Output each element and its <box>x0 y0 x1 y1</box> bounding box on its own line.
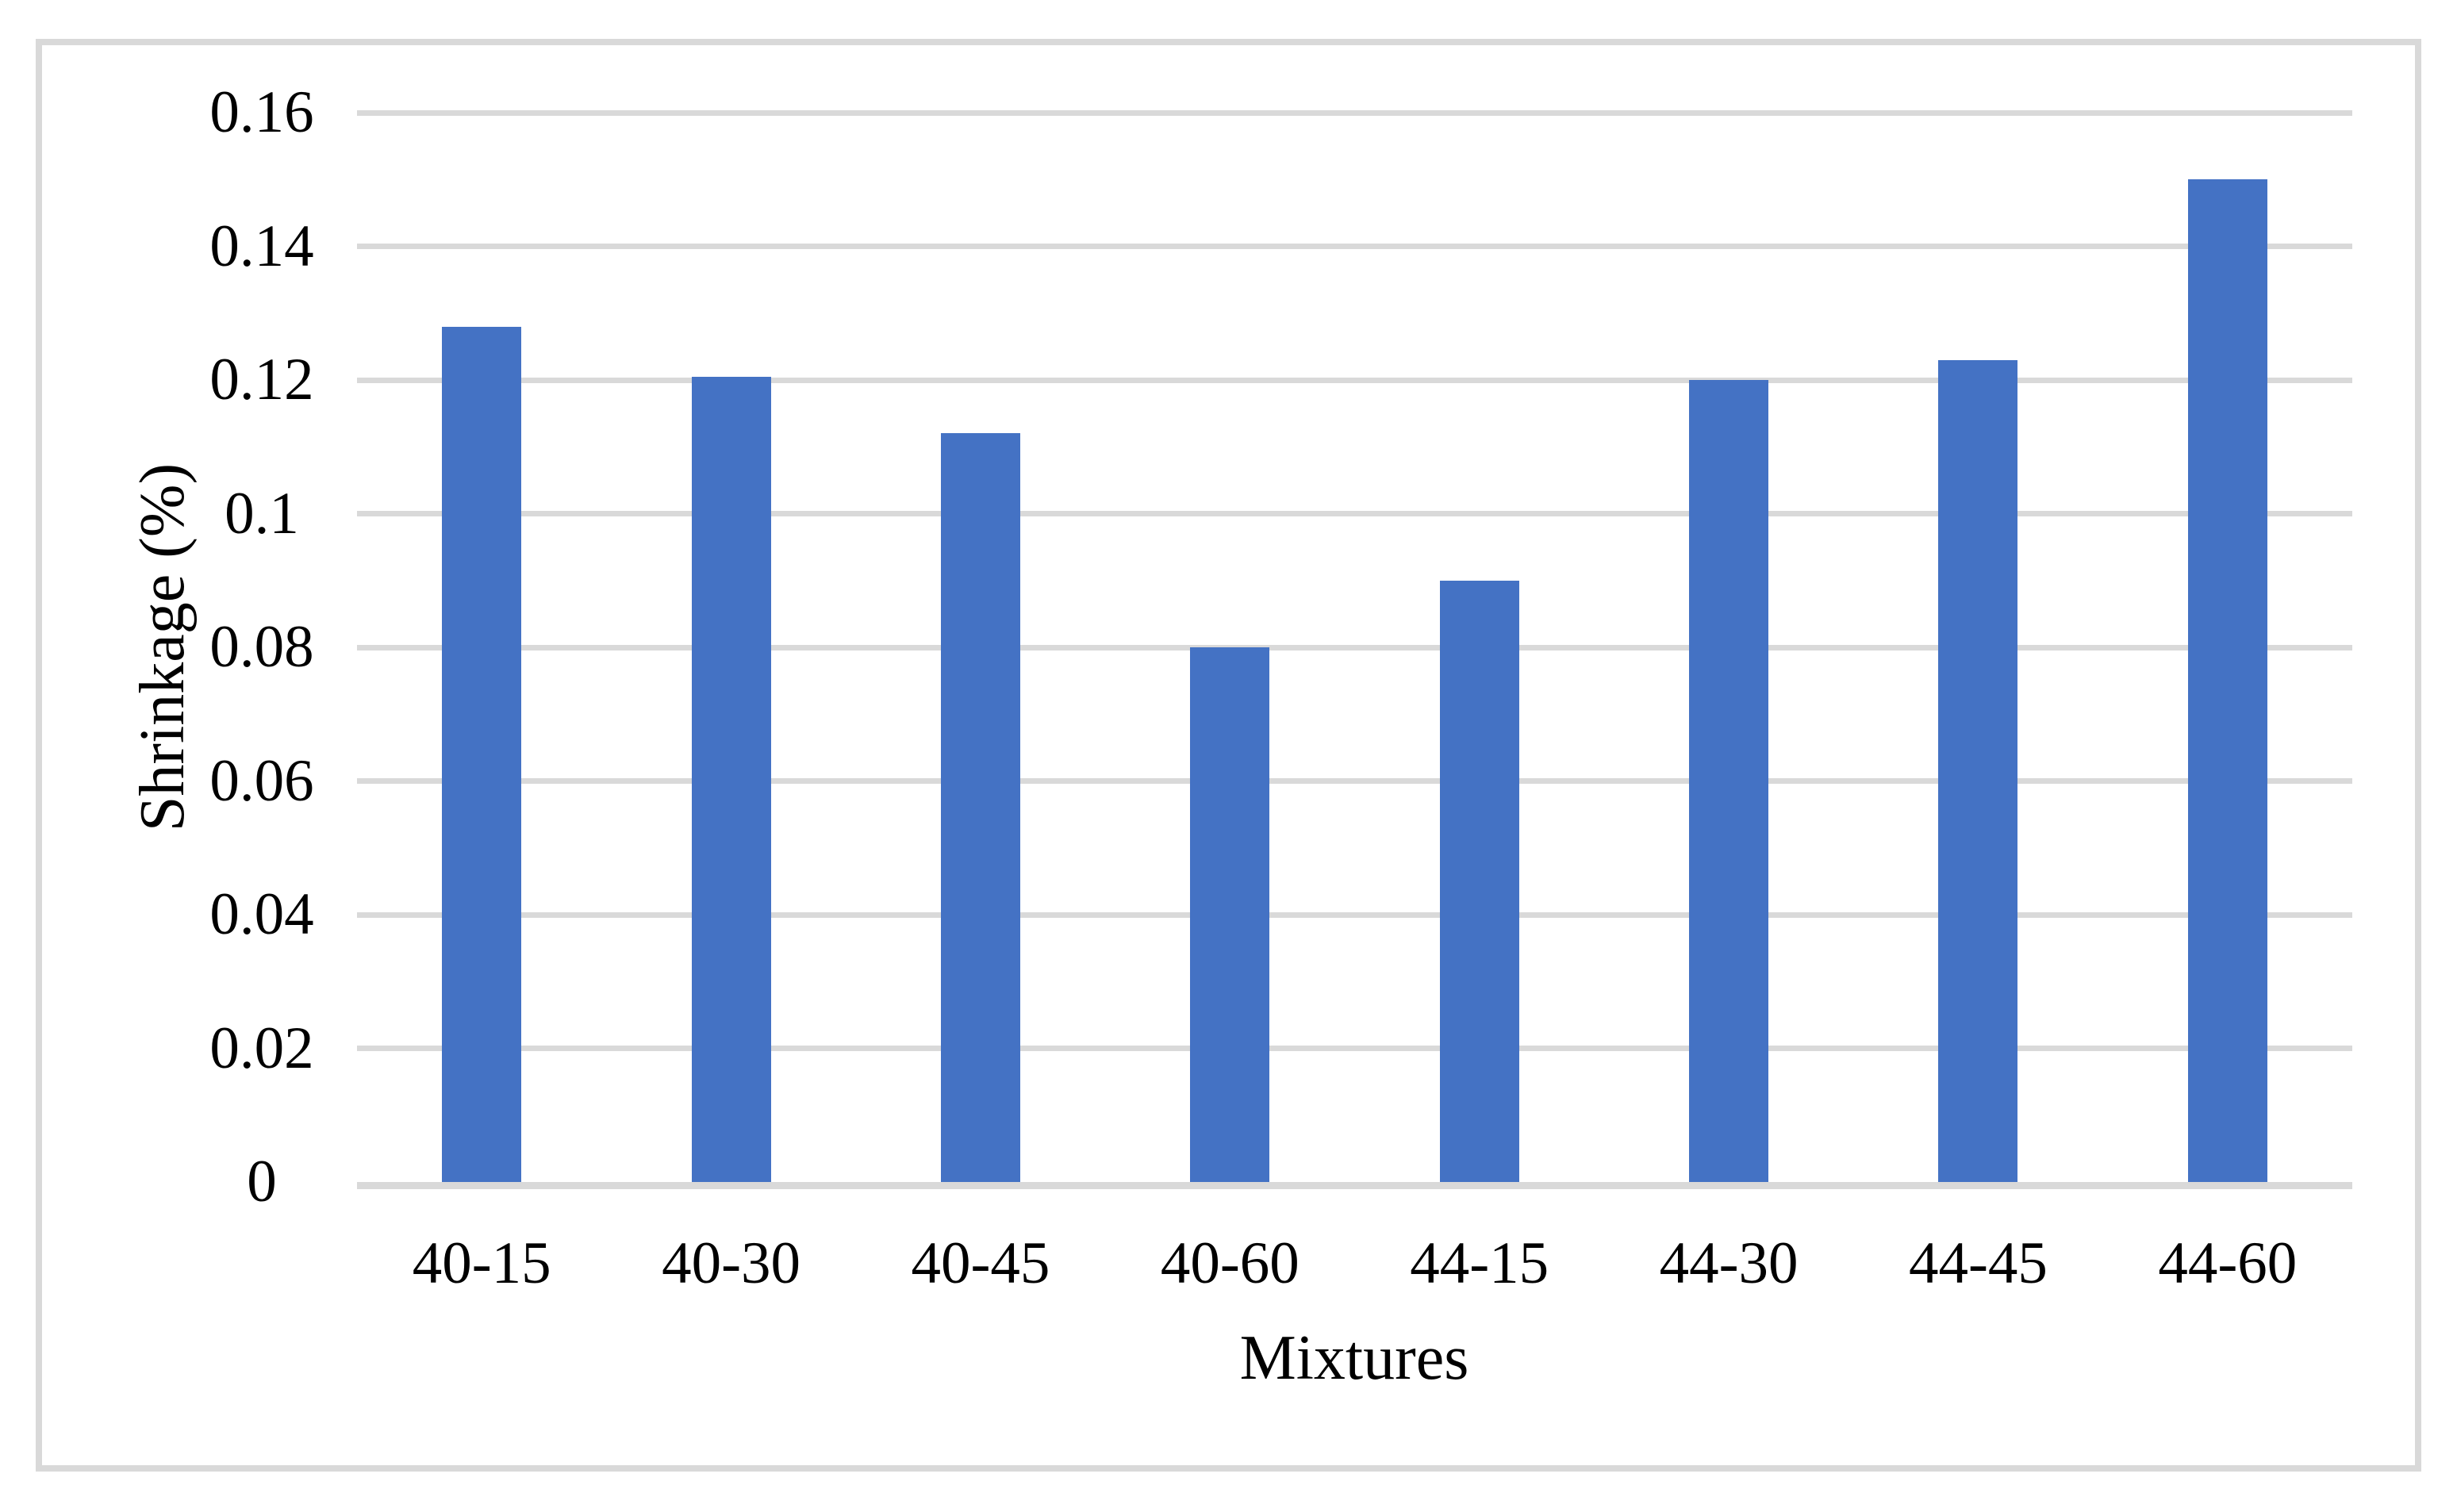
x-category-label: 44-15 <box>1410 1230 1549 1296</box>
y-tick-label: 0.14 <box>209 213 314 279</box>
bar-44-30 <box>1689 380 1769 1182</box>
y-tick-label: 0.06 <box>209 747 314 814</box>
bar-44-15 <box>1439 580 1519 1182</box>
bar-44-45 <box>1938 359 2018 1182</box>
x-category-label: 40-30 <box>662 1230 801 1296</box>
bar-40-15 <box>442 326 522 1182</box>
x-category-label: 40-60 <box>1160 1230 1300 1296</box>
y-tick-label: 0.16 <box>209 79 314 145</box>
x-category-label: 40-45 <box>911 1230 1050 1296</box>
gridline <box>357 377 2352 383</box>
y-tick-label: 0 <box>247 1149 277 1215</box>
x-category-label: 40-15 <box>412 1230 551 1296</box>
bar-40-45 <box>940 433 1020 1182</box>
gridline <box>357 1046 2352 1051</box>
gridline <box>357 109 2352 116</box>
gridline <box>357 244 2352 249</box>
y-tick-label: 0.1 <box>225 480 299 547</box>
y-tick-label: 0.02 <box>209 1015 314 1081</box>
gridline <box>357 511 2352 516</box>
y-tick-label: 0.12 <box>209 347 314 413</box>
y-tick-label: 0.08 <box>209 614 314 680</box>
bar-44-60 <box>2187 179 2267 1182</box>
y-axis-title: Shrinkage (%) <box>128 462 198 832</box>
gridline <box>357 644 2352 650</box>
x-axis-title: Mixtures <box>1239 1323 1469 1393</box>
x-category-label: 44-45 <box>1908 1230 2048 1296</box>
gridline <box>357 911 2352 918</box>
x-category-label: 44-30 <box>1659 1230 1799 1296</box>
x-category-label: 44-60 <box>2158 1230 2298 1296</box>
y-tick-label: 0.04 <box>209 881 314 947</box>
x-axis-line <box>357 1182 2352 1189</box>
gridline <box>357 778 2352 784</box>
bar-40-60 <box>1190 647 1270 1182</box>
bar-40-30 <box>691 376 771 1182</box>
